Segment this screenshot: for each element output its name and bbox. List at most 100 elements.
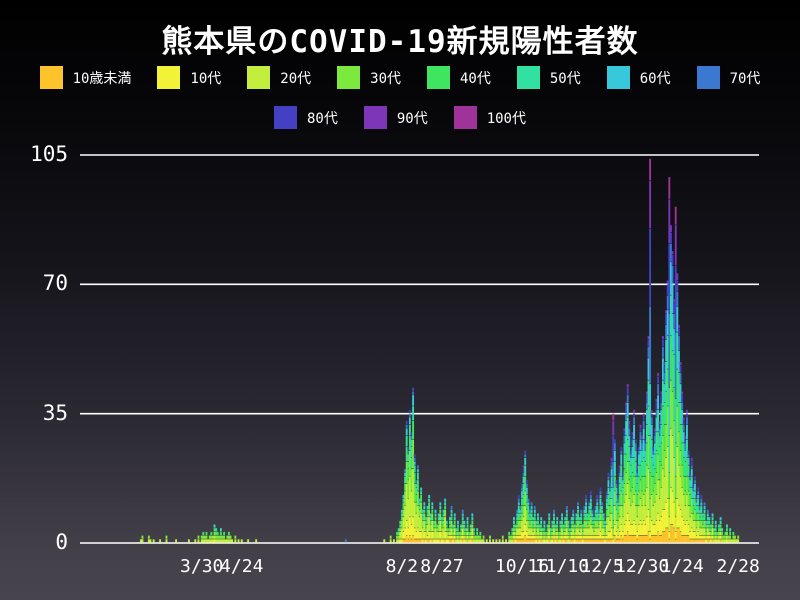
bar-segment: [517, 513, 520, 521]
bar-segment: [461, 513, 464, 517]
bar-segment: [623, 432, 626, 436]
bar-segment: [665, 310, 668, 314]
bar-segment: [625, 413, 628, 421]
bar-segment: [685, 494, 688, 521]
bar-segment: [605, 524, 608, 536]
bar-segment: [588, 528, 591, 536]
bar-segment: [445, 539, 448, 543]
bar-segment: [705, 539, 708, 543]
bar-segment: [546, 528, 549, 532]
bar-segment: [517, 528, 520, 536]
bar-segment: [629, 491, 632, 506]
bar-segment: [645, 424, 648, 443]
bar-segment: [633, 476, 636, 495]
bar-segment: [647, 531, 650, 543]
bar-segment: [599, 539, 602, 543]
bar-segment: [684, 461, 687, 476]
bar-segment: [469, 535, 472, 539]
bar-segment: [554, 524, 557, 528]
bar-segment: [463, 524, 466, 528]
bar-segment: [711, 528, 714, 536]
bar-segment: [653, 454, 656, 469]
bar-segment: [708, 524, 711, 528]
bar-segment: [583, 506, 586, 510]
bar-segment: [442, 528, 445, 539]
chart-title: 熊本県のCOVID-19新規陽性者数: [161, 24, 639, 60]
bar-segment: [690, 458, 693, 462]
bar-segment: [629, 535, 632, 543]
bar-segment: [412, 421, 415, 439]
bar-segment: [669, 243, 672, 262]
bar-segment: [657, 480, 660, 513]
bar-segment: [556, 520, 559, 524]
bar-segment: [466, 539, 469, 543]
bar-segment: [549, 535, 552, 539]
bar-segment: [580, 528, 583, 536]
bar-segment: [210, 535, 213, 539]
bar-segment: [705, 524, 708, 528]
bar-segment: [426, 513, 429, 517]
bar-segment: [634, 476, 637, 491]
bar-segment: [448, 531, 451, 536]
bar-segment: [516, 539, 519, 543]
bar-segment: [530, 535, 533, 539]
bar-segment: [637, 535, 640, 543]
bar-segment: [721, 528, 724, 532]
bar-segment: [447, 528, 450, 532]
bar-segment: [708, 531, 711, 536]
bar-segment: [211, 539, 214, 543]
bar-segment: [652, 506, 655, 524]
bar-segment: [673, 299, 676, 303]
bar-segment: [722, 539, 725, 543]
bar-segment: [437, 539, 440, 543]
bar-segment: [607, 472, 610, 476]
bar-segment: [501, 539, 504, 543]
bar-segment: [460, 535, 463, 539]
x-tick-label: 4/24: [220, 556, 264, 577]
bar-segment: [591, 509, 594, 513]
bar-segment: [682, 476, 685, 495]
bar-segment: [463, 520, 466, 524]
bar-segment: [562, 531, 565, 536]
bar-segment: [593, 517, 595, 521]
bar-segment: [697, 494, 700, 499]
bar-segment: [412, 406, 415, 421]
bar-segment: [525, 487, 528, 495]
bar-segment: [644, 461, 647, 476]
bar-segment: [471, 520, 474, 524]
bar-segment: [554, 531, 557, 536]
bar-segment: [703, 539, 706, 543]
bar-segment: [585, 539, 587, 543]
bar-segment: [408, 417, 411, 425]
bar-segment: [692, 498, 695, 506]
bar-segment: [695, 502, 698, 506]
bar-segment: [655, 472, 658, 495]
bar-segment: [690, 465, 693, 469]
bar-segment: [647, 380, 650, 406]
bar-segment: [165, 535, 168, 539]
bar-segment: [416, 539, 419, 543]
legend-swatch: [696, 66, 720, 89]
bar-segment: [556, 531, 559, 536]
bar-segment: [440, 539, 443, 543]
bar-segment: [445, 528, 448, 532]
bar-segment: [695, 494, 698, 499]
bar-segment: [404, 472, 407, 476]
bar-segment: [203, 535, 206, 539]
bar-segment: [580, 524, 583, 528]
bar-segment: [714, 539, 717, 543]
bar-segment: [548, 535, 551, 539]
bar-segment: [405, 483, 408, 521]
bar-segment: [448, 528, 451, 532]
bar-segment: [577, 535, 579, 539]
bar-segment: [399, 531, 402, 539]
bar-segment: [612, 506, 615, 521]
bar-segment: [418, 502, 421, 506]
bar-segment: [404, 528, 407, 539]
bar-segment: [415, 502, 418, 513]
bar-segment: [215, 528, 218, 532]
bar-segment: [532, 539, 535, 543]
bar-segment: [399, 528, 402, 532]
bar-segment: [626, 402, 629, 417]
legend-swatch: [157, 66, 181, 89]
